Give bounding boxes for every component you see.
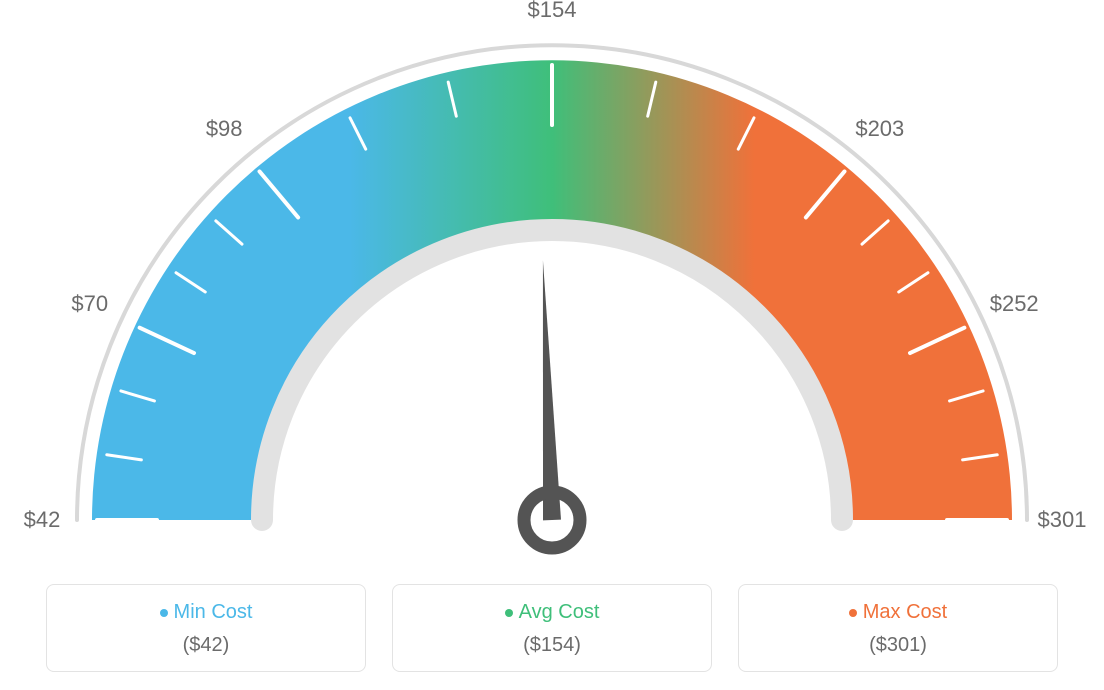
legend-value-avg: ($154): [393, 634, 711, 657]
gauge-tick-label: $301: [1038, 507, 1087, 533]
gauge-tick-label: $42: [24, 507, 61, 533]
gauge-chart: $42 $70 $98 $154 $203 $252 $301: [0, 0, 1104, 560]
gauge-tick-label: $154: [528, 0, 577, 23]
gauge-tick-label: $203: [855, 116, 904, 142]
gauge-tick-label: $98: [206, 116, 243, 142]
gauge-tick-label: $70: [71, 291, 108, 317]
legend-card-min: Min Cost ($42): [46, 584, 366, 672]
legend-row: Min Cost ($42) Avg Cost ($154) Max Cost …: [0, 584, 1104, 672]
legend-card-max: Max Cost ($301): [738, 584, 1058, 672]
legend-title-avg: Avg Cost: [505, 601, 600, 624]
legend-card-avg: Avg Cost ($154): [392, 584, 712, 672]
gauge-svg: [0, 0, 1104, 560]
legend-value-min: ($42): [47, 634, 365, 657]
legend-title-max: Max Cost: [849, 601, 947, 624]
gauge-tick-label: $252: [990, 291, 1039, 317]
legend-title-min: Min Cost: [160, 601, 253, 624]
legend-value-max: ($301): [739, 634, 1057, 657]
